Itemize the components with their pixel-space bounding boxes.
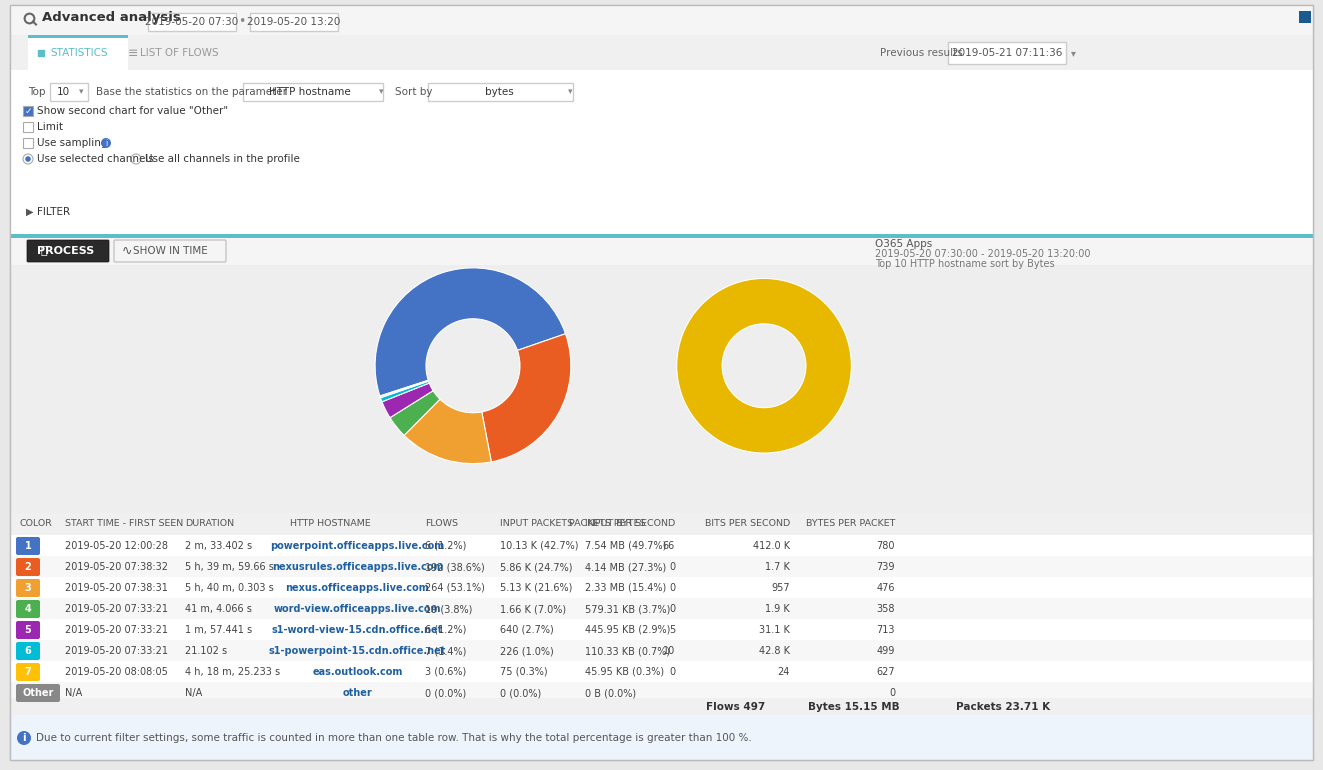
Text: 2019-05-20 07:33:21: 2019-05-20 07:33:21 bbox=[65, 646, 168, 656]
FancyBboxPatch shape bbox=[16, 579, 40, 597]
FancyBboxPatch shape bbox=[22, 106, 33, 116]
FancyBboxPatch shape bbox=[250, 13, 337, 31]
Text: N/A: N/A bbox=[185, 688, 202, 698]
FancyBboxPatch shape bbox=[16, 663, 40, 681]
Text: 1: 1 bbox=[25, 541, 32, 551]
Text: 192 (38.6%): 192 (38.6%) bbox=[425, 562, 484, 572]
Text: ▾: ▾ bbox=[79, 88, 83, 96]
FancyBboxPatch shape bbox=[50, 83, 89, 101]
Text: O365 Apps: O365 Apps bbox=[875, 239, 933, 249]
Text: Due to current filter settings, some traffic is counted in more than one table r: Due to current filter settings, some tra… bbox=[36, 733, 751, 743]
FancyBboxPatch shape bbox=[11, 238, 1312, 265]
Text: 0: 0 bbox=[669, 667, 675, 677]
FancyBboxPatch shape bbox=[114, 240, 226, 262]
Circle shape bbox=[131, 154, 142, 164]
Text: 2019-05-20 08:08:05: 2019-05-20 08:08:05 bbox=[65, 667, 168, 677]
Text: 2019-05-20 12:00:28: 2019-05-20 12:00:28 bbox=[65, 541, 168, 551]
FancyBboxPatch shape bbox=[11, 577, 1312, 598]
Text: ▾: ▾ bbox=[568, 88, 573, 96]
Text: 0: 0 bbox=[669, 583, 675, 593]
Text: 5: 5 bbox=[25, 625, 32, 635]
Wedge shape bbox=[376, 268, 565, 396]
Text: nexusrules.officeapps.live.com: nexusrules.officeapps.live.com bbox=[271, 562, 443, 572]
FancyBboxPatch shape bbox=[148, 13, 235, 31]
Text: 2019-05-20 07:38:32: 2019-05-20 07:38:32 bbox=[65, 562, 168, 572]
Text: Flows 497: Flows 497 bbox=[705, 702, 765, 712]
Text: 476: 476 bbox=[877, 583, 894, 593]
Text: 2019-05-20 13:20: 2019-05-20 13:20 bbox=[247, 17, 341, 27]
Text: 41 m, 4.066 s: 41 m, 4.066 s bbox=[185, 604, 251, 614]
FancyBboxPatch shape bbox=[16, 558, 40, 576]
FancyBboxPatch shape bbox=[16, 684, 60, 702]
FancyBboxPatch shape bbox=[16, 600, 40, 618]
Text: LIST OF FLOWS: LIST OF FLOWS bbox=[140, 48, 218, 58]
Circle shape bbox=[101, 138, 111, 148]
Text: HTTP HOSTNAME: HTTP HOSTNAME bbox=[290, 520, 370, 528]
Text: 412.0 K: 412.0 K bbox=[753, 541, 790, 551]
Text: 0: 0 bbox=[669, 604, 675, 614]
FancyBboxPatch shape bbox=[11, 661, 1312, 682]
Text: 6 (1.2%): 6 (1.2%) bbox=[425, 625, 467, 635]
FancyBboxPatch shape bbox=[16, 642, 40, 660]
Wedge shape bbox=[677, 279, 852, 453]
Text: other: other bbox=[343, 688, 372, 698]
Text: 42.8 K: 42.8 K bbox=[759, 646, 790, 656]
Text: PACKETS PER SECOND: PACKETS PER SECOND bbox=[569, 520, 675, 528]
Text: 6 (1.2%): 6 (1.2%) bbox=[425, 541, 467, 551]
FancyBboxPatch shape bbox=[11, 535, 1312, 556]
FancyBboxPatch shape bbox=[11, 513, 1312, 535]
Text: 24: 24 bbox=[778, 667, 790, 677]
Text: 10: 10 bbox=[57, 87, 70, 97]
Text: i: i bbox=[105, 139, 107, 148]
Wedge shape bbox=[381, 381, 429, 402]
FancyBboxPatch shape bbox=[28, 35, 128, 38]
Text: STATISTICS: STATISTICS bbox=[50, 48, 107, 58]
Text: ⌕: ⌕ bbox=[41, 246, 48, 256]
Text: ≡: ≡ bbox=[128, 46, 139, 59]
Text: BITS PER SECOND: BITS PER SECOND bbox=[705, 520, 790, 528]
Wedge shape bbox=[380, 380, 429, 398]
Text: Base the statistics on the parameter: Base the statistics on the parameter bbox=[97, 87, 287, 97]
Text: 2 m, 33.402 s: 2 m, 33.402 s bbox=[185, 541, 253, 551]
Text: START TIME - FIRST SEEN: START TIME - FIRST SEEN bbox=[65, 520, 184, 528]
Text: 780: 780 bbox=[877, 541, 894, 551]
Text: N/A: N/A bbox=[65, 688, 82, 698]
FancyBboxPatch shape bbox=[429, 83, 573, 101]
Text: 5: 5 bbox=[668, 625, 675, 635]
Text: 1.9 K: 1.9 K bbox=[765, 604, 790, 614]
Text: 5.13 K (21.6%): 5.13 K (21.6%) bbox=[500, 583, 573, 593]
Text: 1.66 K (7.0%): 1.66 K (7.0%) bbox=[500, 604, 566, 614]
Text: 226 (1.0%): 226 (1.0%) bbox=[500, 646, 554, 656]
FancyBboxPatch shape bbox=[11, 598, 1312, 619]
Text: 1.7 K: 1.7 K bbox=[765, 562, 790, 572]
Text: PROCESS: PROCESS bbox=[37, 246, 95, 256]
Text: 21.102 s: 21.102 s bbox=[185, 646, 228, 656]
FancyBboxPatch shape bbox=[11, 682, 1312, 703]
Text: ▶: ▶ bbox=[26, 207, 33, 217]
FancyBboxPatch shape bbox=[22, 122, 33, 132]
Text: 19 (3.8%): 19 (3.8%) bbox=[425, 604, 472, 614]
Text: 499: 499 bbox=[877, 646, 894, 656]
Text: Top: Top bbox=[28, 87, 45, 97]
Text: Show second chart for value "Other": Show second chart for value "Other" bbox=[37, 106, 228, 116]
Text: Use sampling: Use sampling bbox=[37, 138, 107, 148]
FancyBboxPatch shape bbox=[11, 715, 1312, 760]
Text: ∿: ∿ bbox=[122, 245, 132, 257]
Text: eas.outlook.com: eas.outlook.com bbox=[312, 667, 402, 677]
FancyBboxPatch shape bbox=[11, 515, 1312, 715]
FancyBboxPatch shape bbox=[1299, 11, 1311, 23]
FancyBboxPatch shape bbox=[11, 619, 1312, 640]
FancyBboxPatch shape bbox=[22, 138, 33, 148]
Text: Packets 23.71 K: Packets 23.71 K bbox=[957, 702, 1050, 712]
Text: i: i bbox=[22, 733, 26, 743]
Text: bytes: bytes bbox=[484, 87, 513, 97]
Wedge shape bbox=[482, 333, 570, 462]
Text: 579.31 KB (3.7%): 579.31 KB (3.7%) bbox=[585, 604, 671, 614]
Text: word-view.officeapps.live.com: word-view.officeapps.live.com bbox=[274, 604, 442, 614]
Text: 110.33 KB (0.7%): 110.33 KB (0.7%) bbox=[585, 646, 671, 656]
Text: 264 (53.1%): 264 (53.1%) bbox=[425, 583, 484, 593]
Text: 75 (0.3%): 75 (0.3%) bbox=[500, 667, 548, 677]
FancyBboxPatch shape bbox=[243, 83, 382, 101]
Circle shape bbox=[22, 154, 33, 164]
